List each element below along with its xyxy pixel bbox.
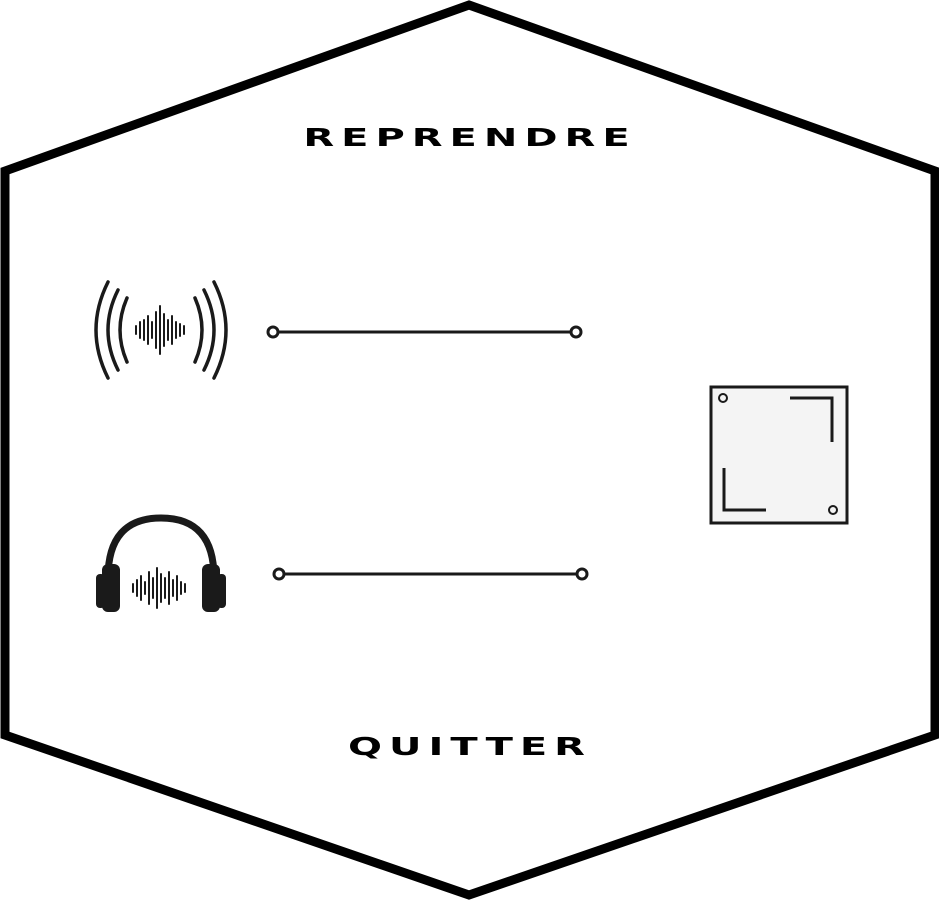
music-volume-slider[interactable]: [262, 322, 588, 342]
sfx-volume-slider[interactable]: [268, 564, 594, 584]
music-volume-max-knob: [569, 325, 583, 339]
sfx-volume-max-knob: [575, 567, 589, 581]
resume-button[interactable]: REPRENDRE: [303, 123, 637, 153]
sound-waves-icon: [94, 280, 228, 380]
fullscreen-icon: [709, 385, 849, 525]
quit-button[interactable]: QUITTER: [348, 732, 592, 762]
headphones-icon: [96, 514, 226, 612]
sfx-volume-min-knob[interactable]: [272, 567, 286, 581]
fullscreen-toggle-button[interactable]: [708, 384, 850, 526]
music-volume-min-knob[interactable]: [266, 325, 280, 339]
